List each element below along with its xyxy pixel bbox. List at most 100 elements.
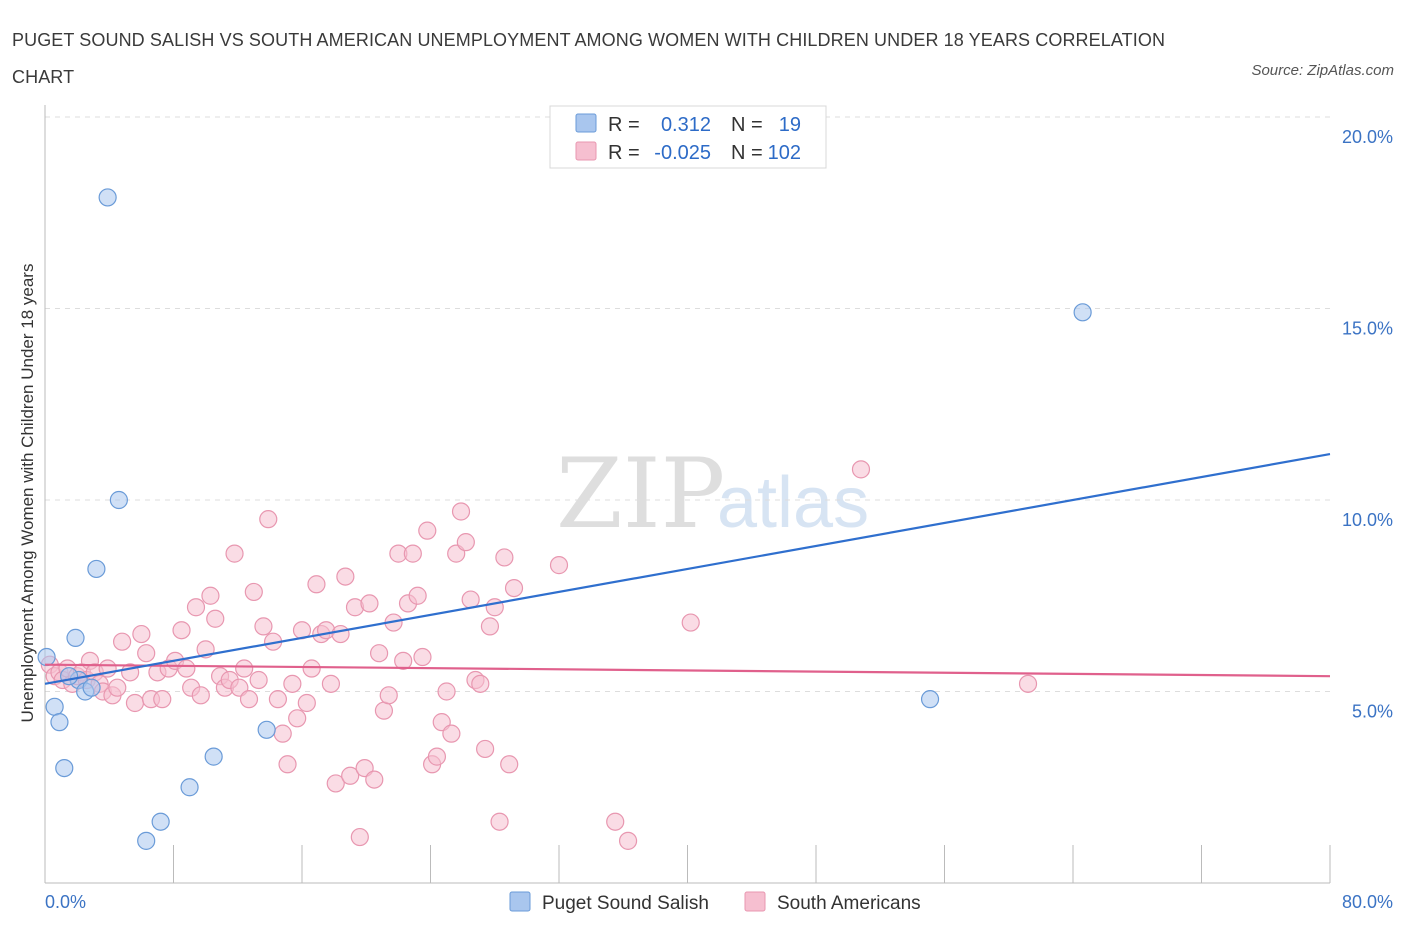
south-americans-point (480, 617, 500, 636)
south-americans-point (504, 578, 524, 598)
south-americans-point (461, 590, 480, 609)
puget-sound-salish-point (55, 758, 74, 778)
gridlines (45, 116, 1330, 692)
puget-sound-salish-trend-line (44, 452, 1331, 685)
legend-r-value-pink: -0.025 (654, 142, 711, 164)
legend-swatch-blue (575, 113, 597, 133)
y-tick-label: 5.0% (1352, 702, 1393, 722)
south-americans-point (427, 747, 447, 766)
legend-n-value-pink: 102 (768, 142, 801, 164)
south-americans-point (456, 533, 475, 552)
south-americans-point (288, 709, 307, 728)
south-americans-point (500, 755, 519, 774)
puget-sound-salish-point (59, 667, 79, 686)
south-americans-point (244, 582, 263, 602)
watermark-zip: ZIP (556, 438, 725, 550)
south-americans-point (1018, 674, 1038, 693)
legend-r-value-blue: 0.312 (661, 114, 711, 136)
south-americans-point (476, 739, 495, 759)
chart-title: PUGET SOUND SALISH VS SOUTH AMERICAN UNE… (12, 30, 1166, 87)
watermark: ZIP atlas (556, 438, 869, 550)
south-americans-point (273, 724, 292, 743)
puget-sound-salish-point (180, 778, 199, 797)
south-americans-point (403, 544, 422, 563)
south-americans-point (606, 812, 625, 831)
x-ticks (44, 845, 1331, 883)
puget-sound-salish-point (137, 831, 156, 850)
y-tick-labels: 5.0% 10.0% 15.0% 20.0% (1342, 127, 1393, 722)
south-americans-trend-line (44, 663, 1331, 678)
south-americans-point (125, 693, 145, 713)
series-legend-label-blue: Puget Sound Salish (542, 893, 709, 914)
south-americans-point (851, 460, 871, 479)
legend-r-label-pink: R = (608, 142, 640, 164)
puget-sound-salish-point (109, 490, 128, 510)
south-americans-point (336, 567, 355, 586)
south-americans-point (408, 586, 427, 605)
south-americans-point (249, 670, 268, 690)
puget-sound-salish-point (151, 812, 170, 831)
y-tick-label: 20.0% (1342, 127, 1393, 147)
puget-sound-salish-point (50, 713, 69, 732)
south-americans-point (451, 502, 471, 521)
puget-sound-salish-points (37, 188, 1092, 850)
y-tick-label: 10.0% (1342, 510, 1393, 530)
south-americans-point (618, 831, 638, 850)
puget-sound-salish-point (98, 188, 117, 207)
south-americans-point (132, 624, 151, 644)
south-americans-point (206, 609, 225, 628)
puget-sound-salish-point (257, 720, 276, 739)
south-americans-point (239, 690, 259, 709)
south-americans-point (331, 624, 350, 644)
south-americans-point (177, 659, 196, 678)
puget-sound-salish-point (204, 747, 223, 766)
puget-sound-salish-point (37, 647, 56, 667)
puget-sound-salish-point (1073, 303, 1092, 322)
south-americans-point (471, 674, 490, 693)
x-tick-label-max: 80.0% (1342, 892, 1393, 912)
south-americans-point (549, 556, 569, 575)
puget-sound-salish-point (87, 559, 106, 579)
south-americans-point (302, 659, 321, 678)
south-americans-point (437, 682, 456, 701)
south-americans-point (365, 770, 384, 789)
south-americans-point (225, 544, 244, 563)
source-credit: Source: ZipAtlas.com (1251, 62, 1394, 79)
south-americans-point (326, 774, 345, 793)
south-americans-point (307, 575, 326, 594)
south-americans-point (495, 548, 514, 567)
south-americans-point (394, 651, 413, 670)
south-americans-point (413, 647, 432, 667)
legend-n-value-blue: 19 (779, 114, 801, 136)
south-americans-point (360, 594, 379, 613)
south-americans-point (379, 686, 398, 705)
south-americans-point (374, 701, 394, 720)
south-americans-point (341, 766, 360, 785)
trend-lines (44, 452, 1331, 685)
series-legend-swatch-pink (744, 891, 766, 912)
puget-sound-salish-point (45, 697, 64, 716)
south-americans-point (191, 686, 210, 705)
south-americans-point (321, 674, 341, 693)
legend-swatch-pink (575, 141, 597, 161)
south-americans-point (278, 755, 297, 774)
south-americans-point (235, 659, 254, 678)
south-americans-point (137, 644, 156, 663)
south-americans-point (259, 510, 278, 529)
south-americans-point (186, 598, 206, 617)
south-americans-point (153, 690, 172, 709)
south-americans-point (201, 586, 220, 605)
south-americans-point (108, 678, 127, 697)
series-legend: Puget Sound Salish South Americans (509, 891, 921, 914)
south-americans-point (418, 521, 437, 540)
south-americans-point (442, 724, 461, 743)
south-americans-point (254, 617, 273, 636)
puget-sound-salish-point (920, 690, 940, 709)
south-americans-point (370, 644, 389, 663)
legend-n-label-blue: N = (731, 114, 763, 136)
series-legend-label-pink: South Americans (777, 893, 921, 914)
y-tick-label: 15.0% (1342, 319, 1393, 339)
south-americans-point (350, 827, 369, 847)
correlation-legend: R = 0.312 N = 19 R = -0.025 N = 102 (549, 105, 827, 169)
